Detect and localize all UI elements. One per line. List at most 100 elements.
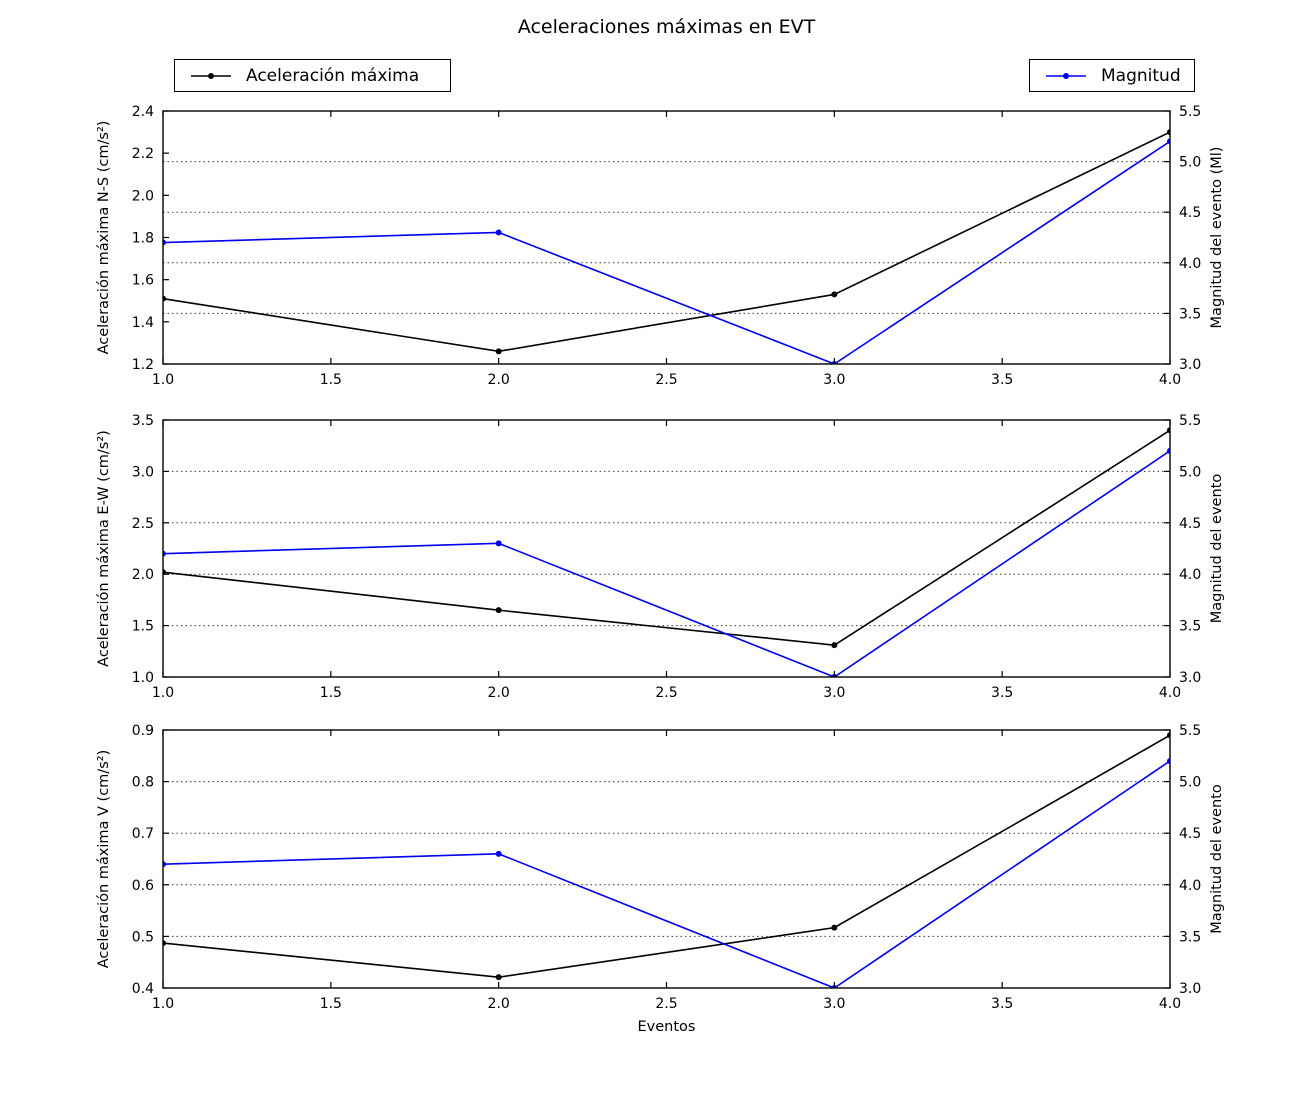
x-tick-label: 1.5	[320, 996, 342, 1012]
y-right-tick-label: 3.5	[1179, 306, 1201, 322]
acceleration-line-sample-icon	[191, 72, 231, 79]
y-left-tick-label: 1.6	[132, 273, 154, 289]
x-tick-label: 3.0	[823, 996, 845, 1012]
x-tick-label: 1.5	[320, 372, 342, 388]
magnitude-line	[163, 140, 1170, 364]
magnitude-marker	[495, 540, 502, 547]
magnitude-marker	[1167, 447, 1170, 454]
acceleration-marker	[1167, 732, 1170, 739]
y-left-tick-label: 1.2	[132, 357, 154, 373]
acceleration-marker	[831, 291, 838, 298]
magnitude-line-sample-icon	[1046, 72, 1086, 79]
y-right-tick-label: 4.5	[1179, 516, 1201, 532]
y-right-tick-label: 3.0	[1179, 670, 1201, 686]
acceleration-marker	[163, 940, 166, 947]
magnitude-marker	[1167, 757, 1170, 764]
y-right-tick-label: 5.0	[1179, 155, 1201, 171]
x-tick-label: 4.0	[1159, 996, 1181, 1012]
xlabel: Eventos	[638, 1019, 696, 1035]
x-tick-label: 1.0	[152, 996, 174, 1012]
x-tick-label: 4.0	[1159, 372, 1181, 388]
legend-magnitude-label: Magnitud	[1101, 65, 1181, 86]
acceleration-marker	[831, 642, 838, 649]
magnitude-marker	[163, 550, 166, 557]
subplot-v: 1.0 1.5 2.0 2.5 3.0 3.5 4.0 0.4 0.5 0.6 0.7 0.8 0.9 3…	[96, 723, 1225, 1012]
acceleration-marker	[495, 348, 502, 355]
x-tick-label: 4.0	[1159, 685, 1181, 701]
y-right-tick-label: 4.5	[1179, 826, 1201, 842]
x-tick-label: 3.5	[991, 996, 1013, 1012]
acceleration-line	[163, 429, 1170, 646]
ylabel-left-v: Aceleración máxima V (cm/s²)	[96, 750, 112, 968]
legend-acceleration-label: Aceleración máxima	[246, 65, 420, 86]
acceleration-marker	[495, 607, 502, 614]
y-left-tick-label: 0.5	[132, 929, 154, 945]
y-left-tick-label: 3.5	[132, 413, 154, 429]
acceleration-marker	[831, 924, 838, 931]
x-tick-label: 3.5	[991, 372, 1013, 388]
magnitude-line	[163, 450, 1170, 677]
y-right-tick-label: 5.5	[1179, 723, 1201, 739]
ylabel-right-ew: Magnitud del evento	[1209, 474, 1225, 624]
subplot-ns: 1.0 1.5 2.0 2.5 3.0 3.5 4.0 1.2 1.4 1.6 1.8 2.0 2.2 2…	[96, 104, 1225, 388]
y-right-tick-label: 3.0	[1179, 357, 1201, 373]
y-left-tick-label: 0.9	[132, 723, 154, 739]
subplot-ew: 1.0 1.5 2.0 2.5 3.0 3.5 4.0 1.0 1.5 2.0 2.5 3.0 3.5 3…	[96, 413, 1225, 701]
legend-acceleration: Aceleración máxima	[174, 59, 451, 92]
y-right-tick-label: 5.0	[1179, 775, 1201, 791]
y-left-tick-label: 0.4	[132, 981, 154, 997]
y-right-tick-label: 5.5	[1179, 413, 1201, 429]
y-left-tick-label: 1.4	[132, 315, 154, 331]
ylabel-left-ns: Aceleración máxima N-S (cm/s²)	[96, 121, 112, 355]
y-right-tick-label: 4.0	[1179, 567, 1201, 583]
y-left-tick-label: 1.8	[132, 231, 154, 247]
y-left-tick-label: 2.4	[132, 104, 154, 120]
y-left-tick-label: 2.5	[132, 516, 154, 532]
y-left-tick-label: 0.6	[132, 878, 154, 894]
ylabel-right-ns: Magnitud del evento (Ml)	[1209, 147, 1225, 329]
figure-title: Aceleraciones máximas en EVT	[517, 16, 816, 38]
magnitude-marker	[495, 229, 502, 236]
ylabel-left-ew: Aceleración máxima E-W (cm/s²)	[96, 430, 112, 667]
x-tick-label: 1.0	[152, 372, 174, 388]
magnitude-line	[163, 760, 1170, 988]
y-left-tick-label: 2.0	[132, 188, 154, 204]
y-left-tick-label: 0.7	[132, 826, 154, 842]
magnitude-marker	[495, 850, 502, 857]
y-right-tick-label: 3.0	[1179, 981, 1201, 997]
acceleration-line	[163, 131, 1170, 353]
x-tick-label: 3.5	[991, 685, 1013, 701]
x-tick-label: 2.0	[488, 685, 510, 701]
x-tick-label: 2.5	[655, 372, 677, 388]
magnitude-marker	[163, 239, 166, 246]
x-tick-label: 2.5	[655, 685, 677, 701]
y-right-tick-label: 3.5	[1179, 929, 1201, 945]
magnitude-marker	[163, 861, 166, 868]
acceleration-marker	[1167, 427, 1170, 434]
y-left-tick-label: 3.0	[132, 464, 154, 480]
x-tick-label: 1.5	[320, 685, 342, 701]
y-right-tick-label: 5.5	[1179, 104, 1201, 120]
magnitude-marker	[1167, 138, 1170, 145]
y-right-tick-label: 4.5	[1179, 205, 1201, 221]
legend-magnitude: Magnitud	[1029, 59, 1195, 92]
acceleration-line	[163, 734, 1170, 978]
x-tick-label: 2.5	[655, 996, 677, 1012]
y-right-tick-label: 4.0	[1179, 878, 1201, 894]
acceleration-marker	[1167, 129, 1170, 136]
x-tick-label: 3.0	[823, 372, 845, 388]
acceleration-marker	[495, 974, 502, 981]
x-tick-label: 1.0	[152, 685, 174, 701]
y-left-tick-label: 1.0	[132, 670, 154, 686]
x-tick-label: 2.0	[488, 996, 510, 1012]
x-tick-label: 3.0	[823, 685, 845, 701]
x-tick-label: 2.0	[488, 372, 510, 388]
y-left-tick-label: 2.2	[132, 146, 154, 162]
y-right-tick-label: 4.0	[1179, 256, 1201, 272]
acceleration-marker	[163, 295, 166, 302]
y-left-tick-label: 1.5	[132, 619, 154, 635]
y-right-tick-label: 3.5	[1179, 619, 1201, 635]
y-right-tick-label: 5.0	[1179, 464, 1201, 480]
